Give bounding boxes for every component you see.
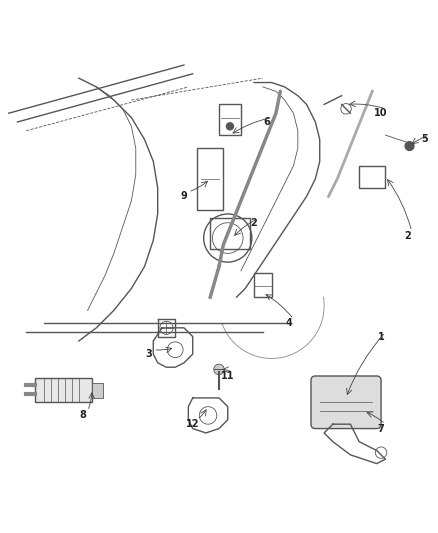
- Text: 10: 10: [374, 108, 388, 118]
- Circle shape: [226, 123, 233, 130]
- Text: 7: 7: [378, 424, 385, 433]
- Text: 9: 9: [180, 191, 187, 201]
- Text: 2: 2: [251, 217, 258, 228]
- Text: 11: 11: [221, 371, 234, 381]
- FancyBboxPatch shape: [311, 376, 381, 429]
- FancyBboxPatch shape: [92, 383, 103, 398]
- Text: 3: 3: [145, 349, 152, 359]
- Text: 1: 1: [378, 332, 385, 342]
- Circle shape: [214, 364, 224, 375]
- FancyBboxPatch shape: [35, 378, 92, 402]
- Text: 5: 5: [421, 134, 428, 144]
- Text: 8: 8: [80, 410, 87, 421]
- Circle shape: [405, 142, 414, 150]
- Text: 4: 4: [286, 318, 293, 328]
- Text: 6: 6: [264, 117, 271, 127]
- Text: 2: 2: [404, 231, 411, 241]
- Text: 12: 12: [186, 419, 199, 429]
